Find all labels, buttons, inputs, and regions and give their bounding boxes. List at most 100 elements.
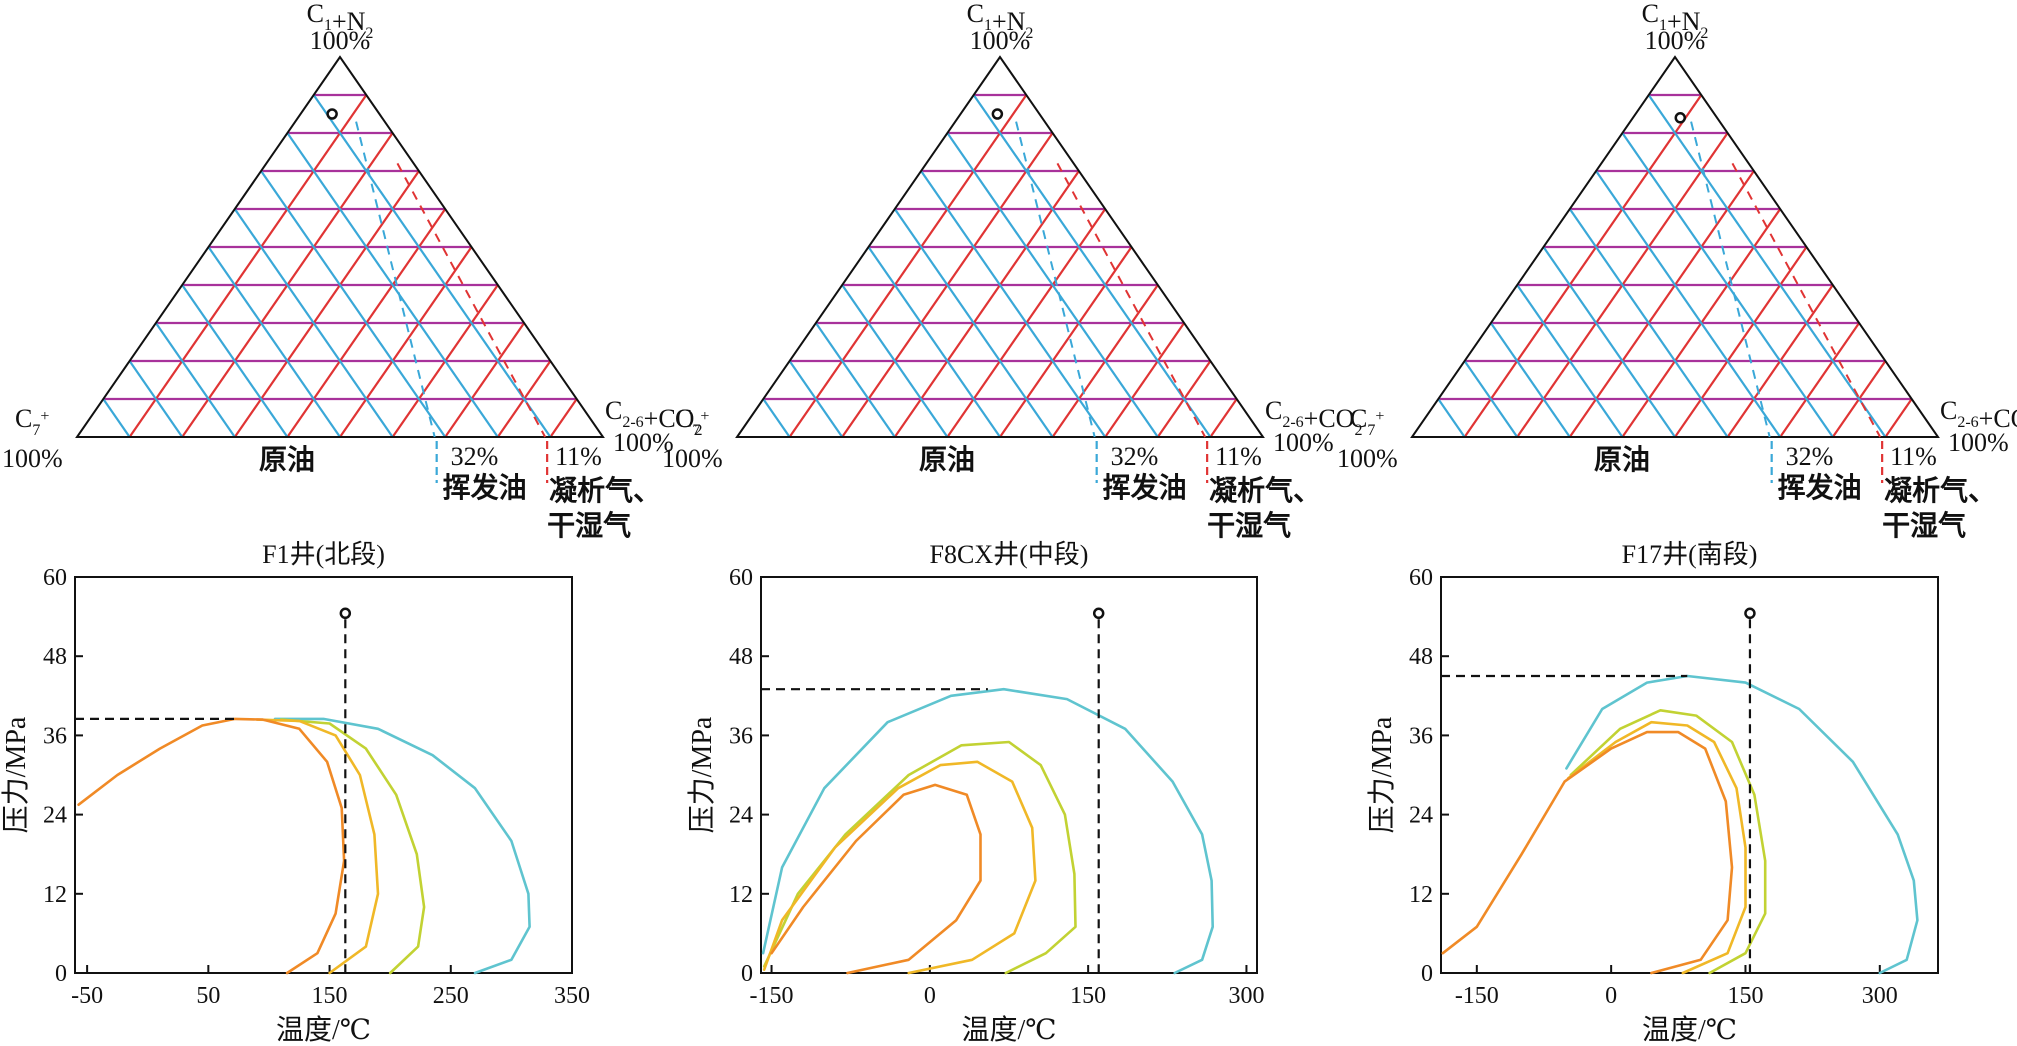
label-part: 2-6 <box>1957 414 1978 431</box>
pct-11-label: 11% <box>555 442 602 471</box>
grid-line-c7 <box>1542 246 1676 438</box>
label-part: C <box>1265 396 1282 425</box>
top-vertex-label: C1+N2 <box>967 0 1034 42</box>
pct-11-label: 11% <box>1215 442 1262 471</box>
grid-line-c26 <box>233 170 420 438</box>
ternary-outline <box>1410 55 1940 438</box>
crude-oil-label: 原油 <box>1594 444 1650 476</box>
grid-line-c7 <box>102 398 131 438</box>
volatile-oil-label: 挥发油 <box>1103 471 1187 504</box>
x-tick-label: -150 <box>750 983 794 1009</box>
panel-title: F17井(南段) <box>1622 540 1758 569</box>
phase-envelope-3 <box>255 718 380 975</box>
grid-line-c7 <box>814 322 896 438</box>
volatile-oil-boundary <box>355 121 436 438</box>
x-tick-label: 50 <box>196 983 220 1009</box>
right-vertex-pct: 100% <box>1948 428 2009 457</box>
label-part: 2 <box>365 25 373 42</box>
label-part: C <box>1642 0 1659 28</box>
phase-envelope-3 <box>1566 720 1747 975</box>
top-vertex-pct: 100% <box>970 26 1031 55</box>
ternary-outline <box>735 55 1265 438</box>
grid-line-c7 <box>233 208 394 438</box>
grid-line-c26 <box>893 170 1080 438</box>
left-vertex-label: C7+ <box>15 404 49 439</box>
x-tick-label: -150 <box>1455 983 1499 1009</box>
label-part: 1 <box>324 17 332 34</box>
grid-line-c7 <box>181 284 289 438</box>
label-part: 1 <box>984 17 992 34</box>
label-part: C <box>605 396 622 425</box>
label-part: + <box>40 408 49 425</box>
grid-line-c26 <box>1568 170 1755 438</box>
y-tick-label: 48 <box>1409 644 1433 670</box>
y-tick-label: 60 <box>1409 565 1433 591</box>
right-vertex-label: C2-6+CO2 <box>1265 396 1362 439</box>
right-vertex-label: C2-6+CO2 <box>1940 396 2017 439</box>
x-tick-label: 250 <box>433 983 469 1009</box>
grid-line-c26 <box>128 94 368 438</box>
grid-line-c7 <box>1595 170 1782 438</box>
label-part: C <box>1940 396 1957 425</box>
plot-frame <box>1440 576 1939 974</box>
pct-32-label: 32% <box>1111 442 1159 471</box>
volatile-oil-label: 挥发油 <box>1778 471 1862 504</box>
pct-32-label: 32% <box>451 442 499 471</box>
label-part: +CO <box>1979 404 2017 433</box>
grid-line-c26 <box>1884 398 1913 438</box>
grid-line-c7 <box>1647 94 1887 438</box>
grid-line-c26 <box>1463 94 1703 438</box>
condensate-boundary <box>1731 162 1882 438</box>
grid-line-c7 <box>946 132 1159 438</box>
volatile-oil-boundary <box>1690 121 1771 438</box>
grid-line-c26 <box>1779 322 1861 438</box>
panel-title: F8CX井(中段) <box>930 540 1089 569</box>
phase-envelope-4 <box>77 717 346 975</box>
x-axis-title: 温度/℃ <box>276 1014 371 1046</box>
phase-envelope-2 <box>279 718 426 975</box>
phase-envelope-4 <box>770 783 982 975</box>
left-vertex-pct: 100% <box>662 444 723 473</box>
dry-wet-gas-label: 干湿气 <box>1207 510 1291 542</box>
y-tick-label: 60 <box>729 565 753 591</box>
x-tick-label: 300 <box>1228 983 1264 1009</box>
volatile-oil-label: 挥发油 <box>443 471 527 504</box>
plot-frame <box>760 576 1258 974</box>
grid-line-c26 <box>549 398 578 438</box>
y-tick-label: 24 <box>1409 803 1433 829</box>
y-tick-label: 12 <box>729 882 753 908</box>
left-vertex-label: C7+ <box>675 404 709 439</box>
y-tick-label: 48 <box>43 644 67 670</box>
grid-line-c26 <box>999 246 1133 438</box>
label-part: C <box>967 0 984 28</box>
label-part: 2-6 <box>622 414 643 431</box>
dry-wet-gas-label: 干湿气 <box>1882 510 1966 542</box>
label-part: 7 <box>692 422 700 439</box>
grid-line-c26 <box>1104 322 1186 438</box>
grid-line-c7 <box>920 170 1107 438</box>
grid-line-c7 <box>312 94 552 438</box>
y-tick-label: 36 <box>1409 723 1433 749</box>
top-vertex-pct: 100% <box>310 26 371 55</box>
label-part: C <box>675 404 692 433</box>
x-axis-title: 温度/℃ <box>961 1014 1056 1046</box>
grid-line-c26 <box>1674 246 1808 438</box>
label-part: C <box>15 404 32 433</box>
y-axis-title: 压力/MPa <box>1366 716 1398 833</box>
grid-line-c7 <box>260 170 447 438</box>
label-part: +N <box>992 7 1026 36</box>
composition-point <box>991 108 1004 120</box>
y-tick-label: 0 <box>1421 961 1433 987</box>
left-vertex-pct: 100% <box>1337 444 1398 473</box>
ternary-outline <box>75 55 605 438</box>
pct-11-label: 11% <box>1890 442 1937 471</box>
condensate-boundary <box>396 162 547 438</box>
composition-point <box>1674 112 1687 124</box>
panel-title: F1井(北段) <box>262 540 385 569</box>
label-part: 2 <box>1354 422 1362 439</box>
plot-frame <box>74 576 573 974</box>
ternary-diagram-3: C1+N2100%C2-6+CO2100%C7+100%原油32%挥发油11%凝… <box>1337 0 2017 542</box>
grid-line-c7 <box>762 398 791 438</box>
grid-line-c7 <box>1516 284 1624 438</box>
